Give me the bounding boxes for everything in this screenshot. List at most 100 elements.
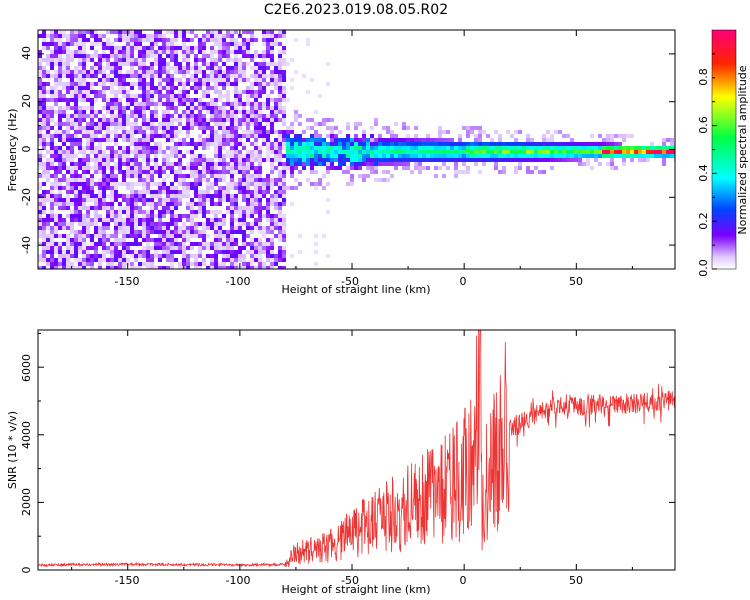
spectrogram-cell	[98, 166, 102, 170]
spectrogram-cell	[318, 178, 322, 182]
spectrogram-cell	[158, 202, 162, 206]
spectrogram-cell	[214, 166, 218, 170]
spectrogram-cell	[190, 254, 194, 258]
spectrogram-cell	[622, 150, 626, 154]
spectrogram-cell	[146, 162, 150, 166]
spectrogram-cell	[266, 30, 270, 34]
spectrogram-cell	[130, 262, 134, 266]
spectrogram-cell	[118, 194, 122, 198]
spectrogram-cell	[66, 138, 70, 142]
colorbar-tick-label-2: 0.2	[697, 212, 710, 230]
spectrogram-cell	[114, 62, 118, 66]
spectrogram-cell	[174, 174, 178, 178]
spectrogram-cell	[266, 174, 270, 178]
spectrogram-cell	[258, 254, 262, 258]
spectrogram-cell	[90, 246, 94, 250]
spectrogram-cell	[146, 142, 150, 146]
spectrogram-cell	[314, 234, 318, 238]
spectrogram-cell	[62, 98, 66, 102]
spectrogram-cell	[238, 246, 242, 250]
spectrogram-cell	[194, 90, 198, 94]
spectrogram-cell	[50, 262, 54, 266]
spectrogram-cell	[62, 94, 66, 98]
spectrogram-cell	[126, 210, 130, 214]
spectrogram-cell	[318, 94, 322, 98]
spectrogram-cell	[250, 202, 254, 206]
spectrogram-cell	[402, 142, 406, 146]
spectrogram-cell	[478, 126, 482, 130]
spectrogram-cell	[78, 150, 82, 154]
spectrogram-cell	[106, 238, 110, 242]
spectrogram-cell	[438, 130, 442, 134]
spectrogram-cell	[270, 126, 274, 130]
spectrogram-cell	[110, 198, 114, 202]
spectrogram-cell	[558, 130, 562, 134]
spectrogram-cell	[78, 62, 82, 66]
spectrogram-cell	[226, 94, 230, 98]
spectrogram-cell	[346, 142, 350, 146]
spectrogram-cell	[290, 154, 294, 158]
spectrogram-cell	[82, 250, 86, 254]
spectrogram-cell	[138, 198, 142, 202]
spectrogram-cell	[146, 246, 150, 250]
spectrogram-cell	[226, 238, 230, 242]
spectrogram-cell	[70, 170, 74, 174]
spectrogram-cell	[318, 122, 322, 126]
spectrogram-cell	[146, 46, 150, 50]
spectrogram-cell	[382, 142, 386, 146]
spectrogram-cell	[82, 182, 86, 186]
spectrogram-cell	[234, 118, 238, 122]
spectrogram-cell	[622, 162, 626, 166]
spectrogram-cell	[542, 146, 546, 150]
spectrogram-cell	[86, 114, 90, 118]
spectrogram-cell	[170, 42, 174, 46]
spectrogram-cell	[134, 110, 138, 114]
spectrogram-cell	[278, 162, 282, 166]
spectrogram-cell	[110, 170, 114, 174]
spectrogram-cell	[150, 130, 154, 134]
spectrogram-cell	[246, 86, 250, 90]
spectrogram-cell	[358, 158, 362, 162]
spectrogram-cell	[346, 146, 350, 150]
spectrogram-cell	[70, 82, 74, 86]
spectrogram-cell	[270, 266, 274, 269]
spectrogram-cell	[70, 226, 74, 230]
spectrogram-cell	[114, 46, 118, 50]
spectrogram-cell	[622, 138, 626, 142]
spectrogram-cell	[326, 170, 330, 174]
spectrogram-cell	[598, 142, 602, 146]
spectrogram-cell	[186, 106, 190, 110]
spectrogram-cell	[38, 50, 42, 54]
spectrogram-cell	[170, 198, 174, 202]
spectrogram-cell	[258, 122, 262, 126]
spectrogram-cell	[90, 130, 94, 134]
spectrogram-cell	[98, 154, 102, 158]
spectrogram-cell	[230, 134, 234, 138]
spectrogram-cell	[202, 178, 206, 182]
spectrogram-cell	[110, 50, 114, 54]
spectrogram-cell	[54, 34, 58, 38]
spectrogram-cell	[242, 234, 246, 238]
spectrogram-cell	[210, 134, 214, 138]
spectrogram-cell	[202, 158, 206, 162]
spectrogram-cell	[314, 150, 318, 154]
spectrogram-cell	[82, 158, 86, 162]
spectrogram-cell	[230, 142, 234, 146]
spectrogram-cell	[322, 150, 326, 154]
spectrogram-cell	[46, 42, 50, 46]
spectrogram-cell	[486, 146, 490, 150]
spectrogram-cell	[70, 162, 74, 166]
spectrogram-cell	[334, 154, 338, 158]
spectrogram-cell	[322, 158, 326, 162]
spectrogram-cell	[118, 50, 122, 54]
spectrogram-cell	[46, 166, 50, 170]
spectrogram-cell	[186, 218, 190, 222]
spectrogram-cell	[250, 166, 254, 170]
spectrogram-cell	[70, 182, 74, 186]
spectrogram-cell	[294, 110, 298, 114]
spectrogram-cell	[78, 198, 82, 202]
spectrogram-cell	[282, 246, 286, 250]
spectrogram-cell	[354, 166, 358, 170]
spectrogram-cell	[166, 190, 170, 194]
spectrogram-cell	[194, 58, 198, 62]
